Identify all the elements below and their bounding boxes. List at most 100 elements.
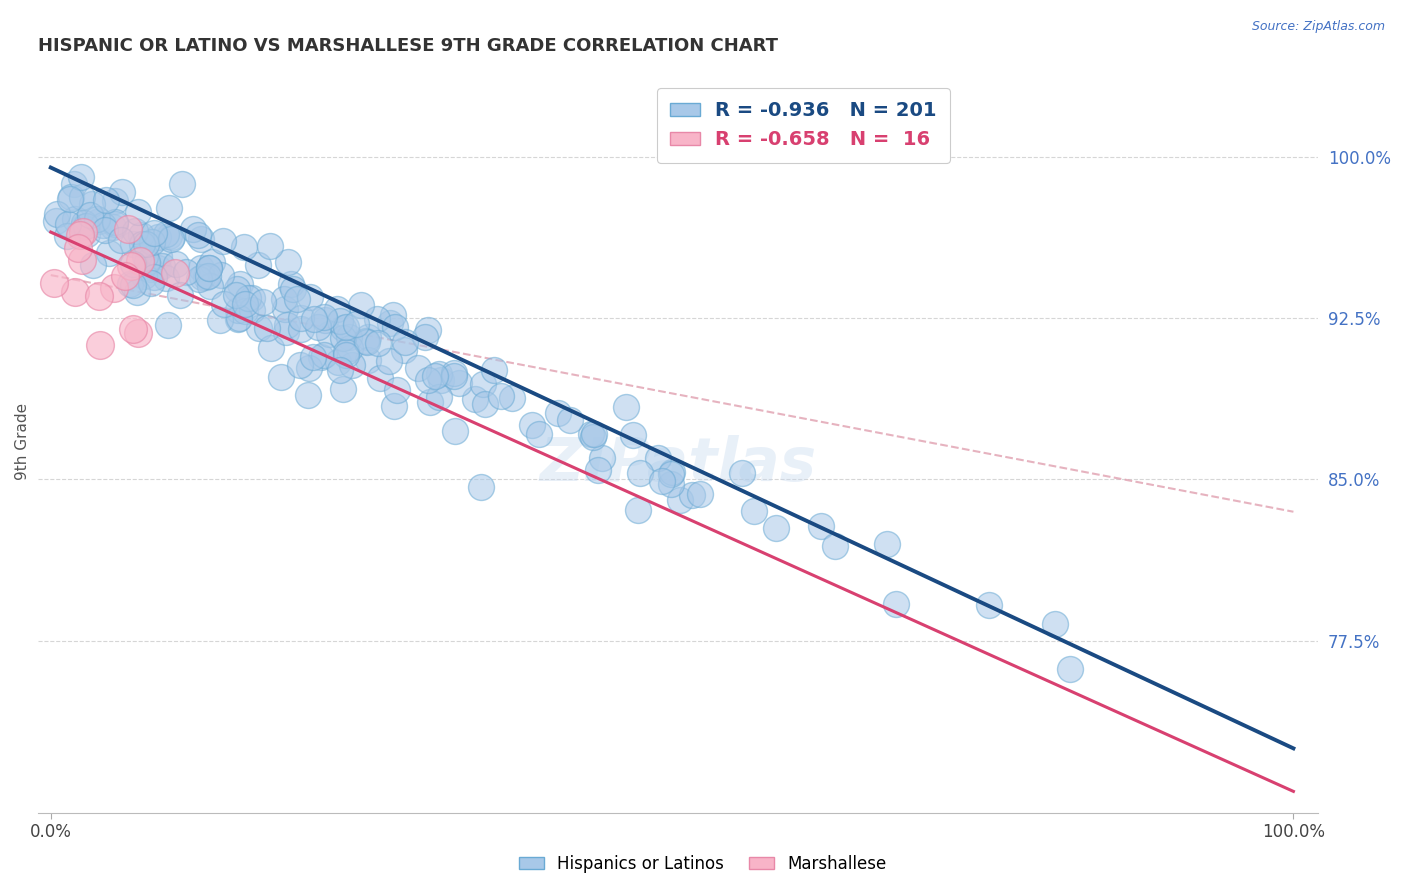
Point (627, 503, 650, 517)
Point (415, 330, 437, 344)
Point (146, 261, 169, 276)
Point (621, 428, 644, 442)
Point (124, 224, 146, 238)
Point (547, 406, 569, 420)
Point (520, 417, 543, 432)
Point (42, 276, 65, 290)
Point (104, 194, 127, 208)
Point (226, 312, 249, 326)
Point (354, 334, 377, 349)
Point (233, 297, 256, 311)
Point (209, 312, 232, 326)
Point (104, 214, 127, 228)
Point (129, 228, 152, 243)
Point (174, 265, 197, 279)
Point (157, 318, 180, 332)
Point (240, 303, 263, 318)
Point (159, 232, 181, 246)
Point (103, 281, 125, 295)
Text: HISPANIC OR LATINO VS MARSHALLESE 9TH GRADE CORRELATION CHART: HISPANIC OR LATINO VS MARSHALLESE 9TH GR… (38, 37, 779, 55)
Point (194, 270, 217, 285)
Point (416, 373, 439, 387)
Point (141, 235, 163, 249)
Point (357, 353, 380, 368)
Point (187, 272, 209, 286)
Point (273, 292, 295, 306)
Point (614, 400, 637, 414)
Point (443, 368, 465, 383)
Point (285, 292, 308, 306)
Point (368, 371, 391, 385)
Point (430, 372, 453, 386)
Point (419, 394, 441, 409)
Point (583, 426, 606, 441)
Point (72, 252, 94, 267)
Point (335, 348, 357, 362)
Point (225, 282, 247, 296)
Point (45, 214, 67, 228)
Point (240, 291, 263, 305)
Point (661, 467, 683, 481)
Legend: R = -0.936   N = 201, R = -0.658   N =  16: R = -0.936 N = 201, R = -0.658 N = 16 (657, 88, 950, 163)
Point (357, 330, 380, 344)
Point (307, 320, 329, 334)
Point (301, 350, 323, 364)
Point (332, 382, 354, 396)
Point (73, 216, 96, 230)
Point (335, 344, 357, 359)
Point (668, 493, 690, 508)
Point (274, 325, 297, 339)
Point (200, 254, 222, 268)
Point (443, 366, 465, 380)
Point (94, 223, 117, 237)
Point (288, 358, 311, 372)
Point (579, 427, 602, 442)
Point (977, 598, 1000, 612)
Point (94, 193, 117, 207)
Point (290, 322, 312, 336)
Point (233, 240, 256, 254)
Point (146, 230, 169, 244)
Point (160, 230, 183, 244)
Point (131, 236, 153, 251)
Point (429, 368, 451, 382)
Point (163, 266, 186, 280)
Point (312, 348, 335, 362)
Point (169, 288, 191, 302)
Point (425, 369, 447, 384)
Point (367, 336, 389, 351)
Point (118, 277, 141, 291)
Point (651, 474, 673, 488)
Point (384, 319, 406, 334)
Point (135, 255, 157, 269)
Point (148, 249, 170, 263)
Point (127, 205, 149, 219)
Point (628, 466, 651, 480)
Point (314, 310, 336, 325)
Point (79, 208, 101, 222)
Point (394, 334, 416, 349)
Point (332, 331, 354, 345)
Point (66, 241, 89, 255)
Point (339, 341, 361, 355)
Point (46, 207, 69, 221)
Point (329, 313, 352, 327)
Point (247, 320, 270, 334)
Point (470, 480, 492, 494)
Point (170, 177, 193, 191)
Point (233, 304, 256, 318)
Y-axis label: 9th Grade: 9th Grade (15, 403, 30, 481)
Point (155, 227, 177, 241)
Point (682, 488, 704, 502)
Point (876, 537, 898, 551)
Point (181, 222, 204, 236)
Point (121, 257, 143, 271)
Point (198, 260, 221, 275)
Point (103, 220, 125, 235)
Point (236, 291, 259, 305)
Point (72, 220, 94, 235)
Point (59, 192, 82, 206)
Point (75, 219, 97, 233)
Point (155, 270, 177, 285)
Point (76, 227, 98, 242)
